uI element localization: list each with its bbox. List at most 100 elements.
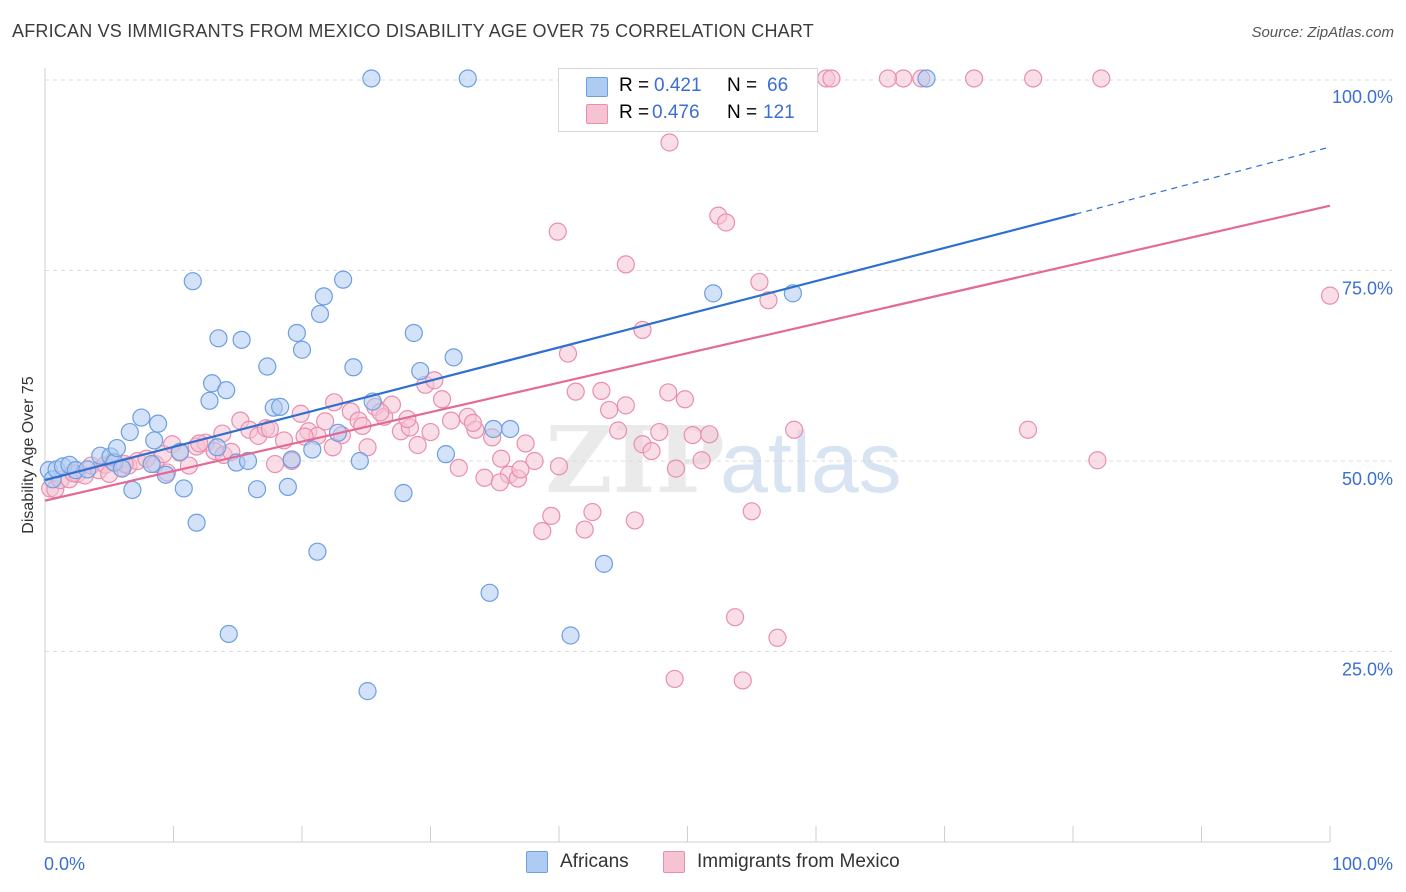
data-point <box>404 323 423 343</box>
data-point <box>287 323 306 343</box>
data-point <box>411 361 430 381</box>
data-point <box>208 438 227 457</box>
series-legend: Africans Immigrants from Mexico <box>0 851 1406 877</box>
legend-n-label-mexico: N = <box>727 102 758 123</box>
legend-label-mexico: Immigrants from Mexico <box>697 851 900 872</box>
data-point <box>592 381 611 400</box>
axes <box>44 68 1331 843</box>
data-point <box>616 255 635 274</box>
data-point <box>917 69 936 88</box>
data-point <box>358 438 377 457</box>
tick-labels: 25.0% 50.0% 75.0% 100.0% 0.0% 100.0% <box>44 87 1393 874</box>
data-point <box>247 480 267 499</box>
data-point <box>475 468 494 487</box>
data-point <box>209 329 228 348</box>
trend-line-mexico <box>44 204 1331 502</box>
data-point <box>107 438 127 458</box>
data-point <box>725 608 745 627</box>
data-point <box>190 434 209 453</box>
legend-r-label-africans: R = <box>619 75 650 96</box>
data-point <box>441 411 461 430</box>
chart-title: AFRICAN VS IMMIGRANTS FROM MEXICO DISABI… <box>12 21 814 41</box>
data-point <box>278 477 297 497</box>
data-point <box>704 284 723 303</box>
data-point <box>692 451 711 470</box>
trend-lines <box>44 146 1331 502</box>
x-tick-label: 100.0% <box>1332 854 1393 874</box>
data-point <box>316 412 335 431</box>
data-point <box>174 479 193 498</box>
data-point <box>219 624 238 644</box>
data-point <box>132 408 151 427</box>
data-point <box>362 69 381 88</box>
data-point <box>292 340 312 359</box>
data-point <box>583 502 602 522</box>
data-point <box>120 422 139 442</box>
data-point <box>549 457 569 476</box>
data-point <box>449 458 468 477</box>
data-point <box>566 382 585 401</box>
data-point <box>444 348 463 367</box>
data-point <box>436 445 456 464</box>
data-point <box>260 419 279 439</box>
data-point <box>878 69 898 88</box>
stats-legend: R = 0.421 N = 66 R = 0.476 N = 121 <box>558 68 818 132</box>
legend-item-mexico[interactable]: Immigrants from Mexico <box>663 851 900 873</box>
data-point <box>542 506 561 525</box>
data-point <box>665 669 684 689</box>
y-tick-label: 50.0% <box>1342 469 1393 489</box>
source-label: Source: ZipAtlas.com <box>1251 24 1394 41</box>
data-point <box>964 69 984 88</box>
data-point <box>511 460 530 479</box>
data-point <box>600 400 619 420</box>
data-point <box>683 425 702 445</box>
data-point <box>733 671 752 690</box>
data-point <box>258 357 277 376</box>
data-point <box>310 304 330 324</box>
data-point <box>1320 286 1340 305</box>
data-point <box>492 449 511 468</box>
data-point <box>625 511 644 530</box>
data-point <box>700 425 719 444</box>
data-point <box>575 520 594 539</box>
data-point <box>265 454 285 474</box>
data-point <box>432 390 452 409</box>
data-point <box>660 133 679 152</box>
legend-r-label-mexico: R = <box>619 102 650 123</box>
data-point <box>123 480 142 500</box>
data-point <box>501 419 520 439</box>
trend-line-africans-extension <box>1075 146 1331 215</box>
legend-n-label-africans: N = <box>727 75 758 96</box>
data-point <box>548 222 567 241</box>
legend-label-africans: Africans <box>560 851 629 872</box>
data-point <box>358 682 377 701</box>
data-point <box>822 69 841 88</box>
data-point <box>750 272 769 292</box>
data-point <box>716 213 736 232</box>
legend-n-value-africans: 66 <box>767 75 789 96</box>
series-immigrants-from-mexico-points <box>41 69 1340 690</box>
data-point <box>232 330 251 349</box>
legend-r-value-mexico: 0.476 <box>652 102 700 123</box>
data-point <box>458 69 477 88</box>
data-point <box>394 483 413 503</box>
grid-lines <box>45 79 1392 652</box>
data-point <box>187 513 206 532</box>
data-point <box>609 421 628 440</box>
data-point <box>759 291 778 310</box>
y-tick-label: 75.0% <box>1342 279 1393 299</box>
data-point <box>350 451 369 471</box>
trend-line-africans <box>44 213 1076 482</box>
data-point <box>314 287 333 306</box>
x-tick-label: 0.0% <box>44 854 85 874</box>
data-point <box>490 473 509 492</box>
data-point <box>659 383 678 402</box>
legend-swatch-mexico-bottom <box>663 851 685 873</box>
data-point <box>675 390 695 409</box>
legend-n-value-mexico: 121 <box>763 102 795 123</box>
data-point <box>408 435 427 455</box>
legend-item-africans[interactable]: Africans <box>526 851 629 873</box>
data-point <box>484 419 503 439</box>
data-point <box>421 422 440 442</box>
data-point <box>480 583 499 602</box>
